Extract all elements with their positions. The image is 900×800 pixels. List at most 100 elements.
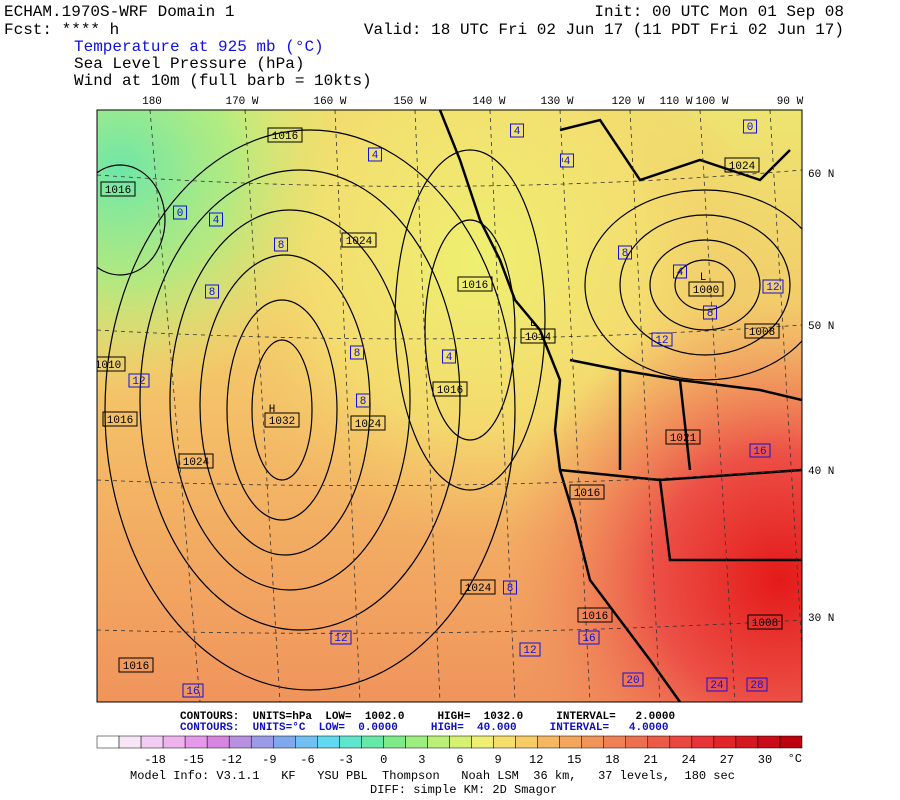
pressure-label: 1021 xyxy=(670,433,697,445)
temperature-label-box xyxy=(274,237,288,252)
map-frame xyxy=(96,109,803,703)
colorbar-tick-label: 0 xyxy=(380,753,387,767)
colorbar-tick-label: 18 xyxy=(605,753,619,767)
temperature-label-box xyxy=(209,212,223,227)
temperature-label-box xyxy=(651,332,673,347)
color-swatch xyxy=(449,735,472,749)
temperature-label-box xyxy=(703,305,717,320)
colorbar-tick-label: 3 xyxy=(418,753,425,767)
color-swatch xyxy=(625,735,649,749)
color-swatch xyxy=(295,735,318,749)
init-time: Init: 00 UTC Mon 01 Sep 08 xyxy=(594,3,844,21)
color-swatch xyxy=(383,735,406,749)
temperature-label: 4 xyxy=(514,126,521,138)
temperature-label: 12 xyxy=(334,633,347,645)
temperature-label-box xyxy=(510,123,524,138)
temperature-label: 4 xyxy=(446,352,453,364)
color-swatch xyxy=(647,735,671,749)
temperature-label: 8 xyxy=(209,287,216,299)
color-swatch xyxy=(493,735,516,749)
temperature-label: 20 xyxy=(626,675,639,687)
pressure-label: 1024 xyxy=(465,583,492,595)
color-swatch xyxy=(118,735,142,749)
color-swatch xyxy=(361,735,384,749)
temperature-label: 8 xyxy=(507,583,514,595)
colorbar-tick-label: -3 xyxy=(338,753,352,767)
temperature-label-box xyxy=(182,683,204,698)
temperature-label: 12 xyxy=(523,645,536,657)
temperature-label-box xyxy=(618,245,632,260)
colorbar-tick-label: -12 xyxy=(220,753,242,767)
colorbar-tick-label: 30 xyxy=(758,753,772,767)
pressure-label-box xyxy=(267,127,303,143)
color-swatch xyxy=(206,735,230,749)
temperature-label-box xyxy=(442,349,456,364)
longitude-label: 100 W xyxy=(695,96,728,108)
temperature-label: 4 xyxy=(372,150,379,162)
temperature-label-box xyxy=(622,672,644,687)
pressure-label-box xyxy=(744,323,780,339)
latitude-label: 60 N xyxy=(808,169,834,181)
pressure-label-box xyxy=(118,657,154,673)
color-swatch xyxy=(96,735,120,749)
color-swatch xyxy=(713,735,737,749)
pressure-label-box xyxy=(178,453,214,469)
colorbar-tick-label: 21 xyxy=(643,753,657,767)
pressure-label-box xyxy=(457,276,493,292)
temperature-label-box xyxy=(762,279,784,294)
pressure-contours xyxy=(97,129,802,691)
color-swatch xyxy=(779,735,803,749)
temperature-label-box xyxy=(350,345,364,360)
temperature-label: 0 xyxy=(177,208,184,220)
pressure-label-box xyxy=(97,356,126,372)
pressure-label: 1008 xyxy=(752,618,778,630)
pressure-label: 1016 xyxy=(123,661,149,673)
temperature-label: 4 xyxy=(677,267,684,279)
pressure-label-box xyxy=(100,181,136,197)
latitude-label: 40 N xyxy=(808,466,834,478)
longitude-label: 170 W xyxy=(225,96,258,108)
pressure-label-box xyxy=(341,232,377,248)
colorbar-tick-label: 24 xyxy=(682,753,696,767)
longitude-label: 130 W xyxy=(540,96,573,108)
longitude-label: 140 W xyxy=(472,96,505,108)
temperature-label-box xyxy=(519,642,541,657)
temperature-label-box xyxy=(356,393,370,408)
colorbar-unit: °C xyxy=(788,752,802,766)
color-swatch xyxy=(691,735,715,749)
colorbar-tick-label: 15 xyxy=(567,753,581,767)
pressure-label: 1016 xyxy=(462,280,488,292)
color-swatch xyxy=(427,735,450,749)
color-swatch xyxy=(669,735,693,749)
temperature-label: 0 xyxy=(747,122,754,134)
colorbar-tick-label: 6 xyxy=(456,753,463,767)
longitude-label: 160 W xyxy=(313,96,346,108)
colorbar-tick-label: 9 xyxy=(495,753,502,767)
pressure-label: 1008 xyxy=(749,327,775,339)
temperature-label: 28 xyxy=(750,680,763,692)
colorbar-tick-label: -6 xyxy=(300,753,314,767)
pressure-label: 1032 xyxy=(269,416,295,428)
pressure-label-box xyxy=(350,415,386,431)
temperature-label-box xyxy=(746,677,768,692)
pressure-label-box xyxy=(264,412,300,428)
longitude-label: 110 W xyxy=(659,96,692,108)
temperature-label: 16 xyxy=(753,446,766,458)
pressure-label: 1016 xyxy=(107,415,133,427)
pressure-label: 1024 xyxy=(355,419,382,431)
colorbar-tick-label: -15 xyxy=(182,753,204,767)
longitude-label: 150 W xyxy=(393,96,426,108)
temperature-label-box xyxy=(706,677,728,692)
temperature-label-box xyxy=(673,264,687,279)
temperature-label-box xyxy=(330,630,352,645)
longitude-label: 90 W xyxy=(777,96,804,108)
pressure-label-box xyxy=(460,579,496,595)
contours-temperature: CONTOURS: UNITS=°C LOW= 0.0000 HIGH= 40.… xyxy=(180,722,668,734)
color-swatch xyxy=(339,735,362,749)
color-swatch xyxy=(537,735,560,749)
colorbar-tick-label: 12 xyxy=(529,753,543,767)
latitude-label: 30 N xyxy=(808,613,834,625)
color-swatch xyxy=(757,735,781,749)
